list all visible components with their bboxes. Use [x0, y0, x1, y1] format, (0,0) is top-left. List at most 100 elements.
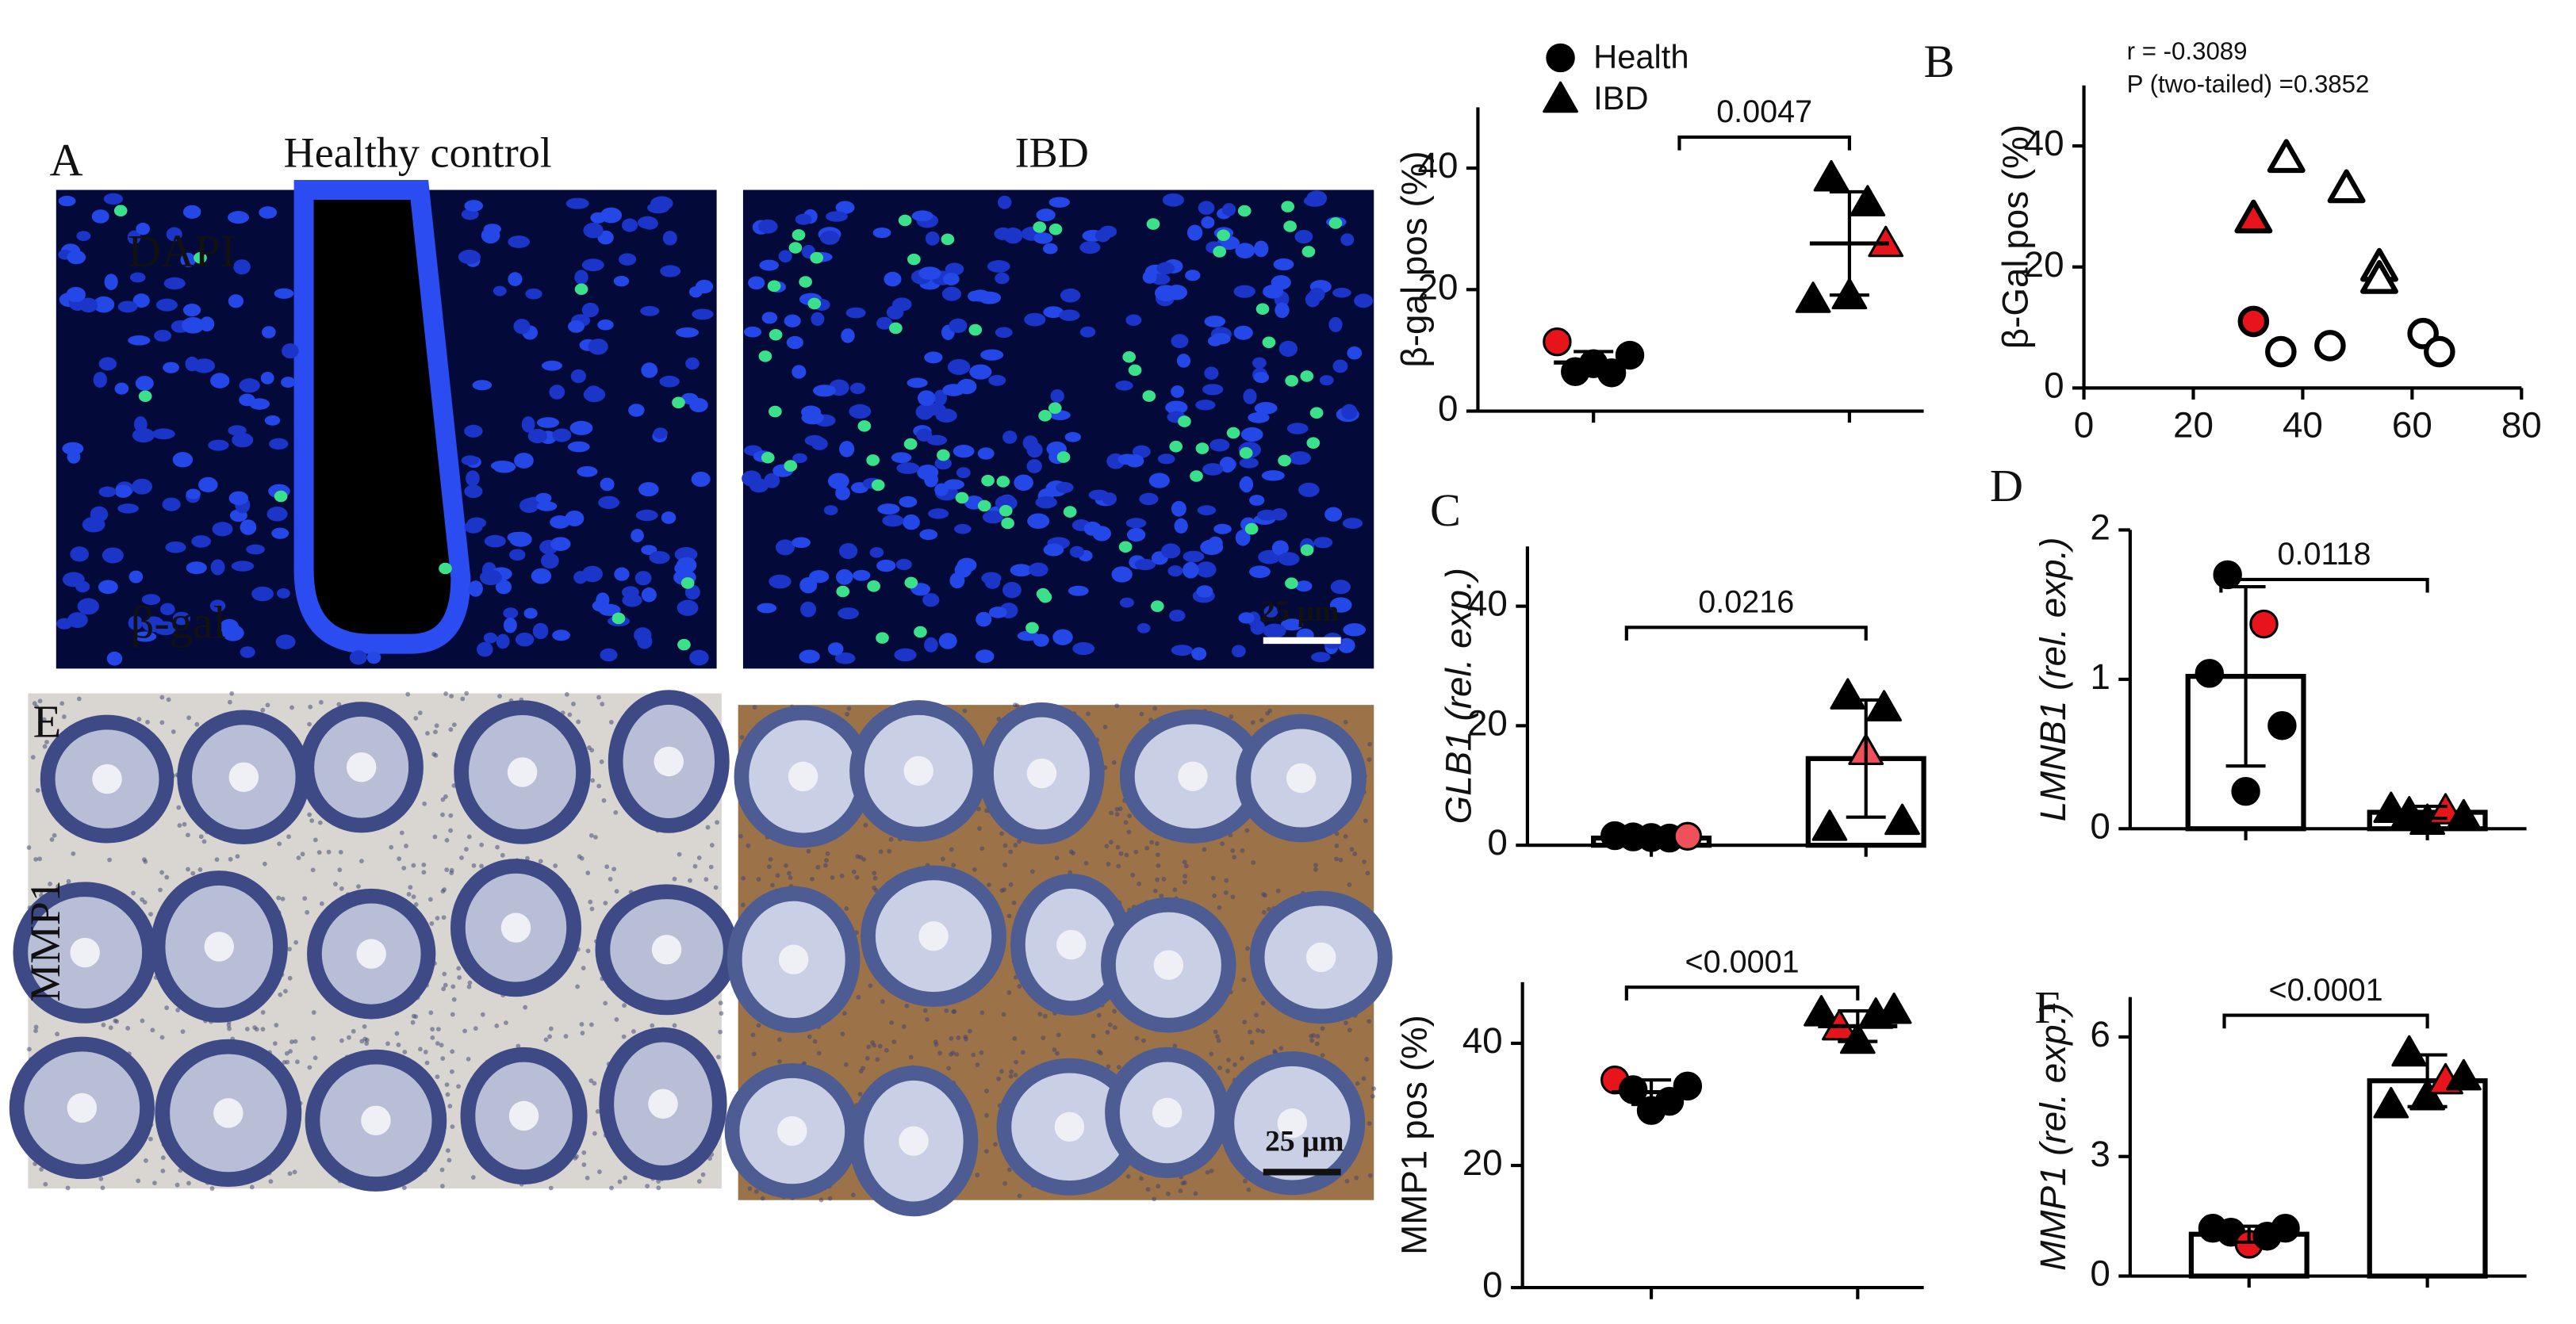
- nucleus: [924, 351, 943, 364]
- cell: [302, 896, 308, 901]
- nucleus: [659, 375, 680, 388]
- data-point: [2424, 335, 2455, 368]
- beta-gal-cell: [977, 499, 991, 512]
- cell: [145, 719, 150, 725]
- cell: [1250, 720, 1255, 725]
- cell: [592, 1081, 597, 1086]
- cell: [479, 863, 484, 869]
- nucleus: [956, 467, 971, 479]
- nucleus: [600, 477, 615, 492]
- nucleus: [182, 205, 201, 219]
- cell: [580, 1031, 585, 1035]
- cell: [166, 697, 171, 702]
- data-point: [2213, 560, 2242, 590]
- beta-gal-cell: [1285, 375, 1298, 387]
- cell: [1002, 1181, 1008, 1186]
- nucleus: [155, 298, 178, 312]
- nucleus: [834, 652, 856, 664]
- nucleus: [621, 218, 638, 232]
- cell: [418, 1047, 423, 1052]
- cell: [440, 812, 445, 817]
- nucleus: [660, 265, 681, 277]
- y-tick-label: 2: [2090, 507, 2110, 548]
- gland-lumen: [1305, 942, 1336, 973]
- cell: [260, 1010, 266, 1015]
- nucleus: [132, 293, 150, 308]
- significance-bracket: [2219, 577, 2429, 593]
- nucleus: [464, 200, 484, 212]
- nucleus: [231, 561, 255, 572]
- nucleus: [585, 385, 602, 401]
- cell: [1223, 890, 1229, 895]
- nucleus: [1328, 316, 1343, 333]
- nucleus: [186, 561, 207, 575]
- annotation: P (two-tailed) =0.3852: [2127, 71, 2370, 98]
- nucleus: [638, 482, 659, 497]
- cell: [888, 836, 894, 842]
- beta-gal-cell: [1306, 437, 1321, 449]
- nucleus: [162, 497, 181, 511]
- cell: [186, 715, 192, 721]
- gland-lumen: [648, 1089, 678, 1119]
- cell: [49, 837, 55, 842]
- cell: [979, 846, 985, 851]
- beta-gal-cell: [981, 474, 995, 487]
- cell: [1251, 860, 1256, 865]
- cell: [709, 843, 715, 848]
- y-tick-label: 6: [2090, 1014, 2110, 1054]
- nucleus: [757, 219, 778, 234]
- cell: [176, 805, 182, 810]
- nucleus: [228, 425, 247, 436]
- cell: [43, 1181, 48, 1187]
- cell: [581, 966, 586, 970]
- nucleus: [980, 349, 1004, 361]
- cell: [956, 1035, 961, 1040]
- nucleus: [228, 491, 249, 506]
- cell: [1367, 741, 1372, 747]
- nucleus: [994, 227, 1013, 240]
- nucleus: [573, 571, 588, 584]
- cell: [61, 714, 67, 719]
- cell: [326, 849, 332, 855]
- cell: [229, 691, 235, 696]
- cell: [752, 705, 757, 710]
- cell: [504, 1020, 508, 1026]
- nucleus: [1311, 652, 1331, 663]
- nucleus: [661, 511, 677, 524]
- cell: [844, 906, 849, 911]
- cell: [159, 695, 165, 700]
- nucleus: [1154, 285, 1177, 302]
- beta-gal-cell: [680, 577, 695, 589]
- nucleus: [922, 593, 940, 607]
- beta-gal-cell: [1255, 303, 1270, 316]
- beta-gal-cell: [1301, 246, 1316, 258]
- nucleus: [1125, 518, 1147, 529]
- nucleus: [954, 523, 972, 534]
- cell: [617, 1179, 623, 1184]
- nucleus: [1196, 585, 1213, 598]
- cell: [863, 822, 868, 828]
- nucleus: [1332, 359, 1348, 373]
- nucleus: [117, 503, 139, 514]
- cell: [884, 1047, 889, 1053]
- beta-gal-cell: [1142, 390, 1156, 402]
- gland-lumen: [92, 763, 122, 794]
- y-tick-label: 20: [1462, 1142, 1503, 1183]
- cell: [34, 704, 40, 710]
- nucleus: [757, 603, 777, 614]
- cell: [1182, 1180, 1187, 1185]
- nucleus: [778, 250, 792, 263]
- cell: [822, 863, 828, 868]
- cell: [389, 844, 394, 850]
- cell: [1042, 1013, 1048, 1019]
- cell: [1361, 1076, 1367, 1081]
- nucleus: [461, 455, 479, 466]
- nucleus: [942, 272, 960, 285]
- cell: [760, 1196, 765, 1201]
- cell: [595, 1108, 600, 1114]
- cell: [1334, 843, 1340, 848]
- y-axis-label: β-gal pos (%): [1393, 151, 1434, 367]
- nucleus: [154, 329, 172, 342]
- cell: [593, 835, 598, 840]
- cell: [159, 720, 165, 725]
